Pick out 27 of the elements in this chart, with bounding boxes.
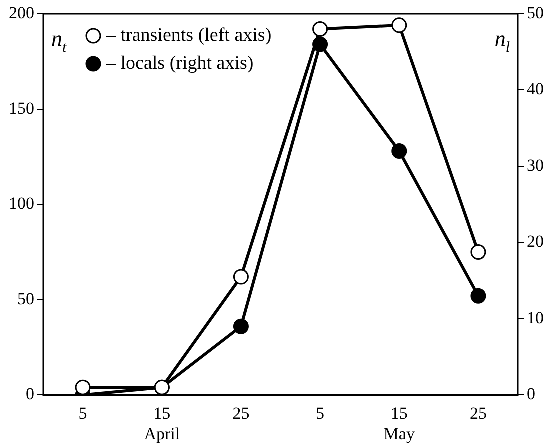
y2-tick-label: 40 bbox=[527, 80, 544, 99]
y-tick-label: 100 bbox=[9, 194, 34, 214]
y2-tick-label: 10 bbox=[527, 308, 544, 328]
point bbox=[312, 22, 328, 37]
point bbox=[470, 288, 486, 304]
x-tick-label: 5 bbox=[78, 404, 88, 423]
y-tick-label: 150 bbox=[9, 98, 34, 118]
point bbox=[233, 318, 249, 334]
point bbox=[75, 380, 91, 396]
legend-label: – locals (right axis) bbox=[106, 52, 254, 74]
y2-tick-label: 30 bbox=[527, 156, 544, 175]
y-tick-label: 50 bbox=[18, 289, 34, 308]
x-tick-label: 25 bbox=[470, 404, 487, 423]
y-tick-label: 0 bbox=[26, 384, 34, 404]
y2-tick-label: 0 bbox=[527, 384, 536, 404]
point bbox=[470, 244, 486, 260]
y-tick-label: 200 bbox=[9, 3, 34, 22]
y2-tick-label: 50 bbox=[527, 3, 544, 22]
y2-tick-label: 20 bbox=[527, 232, 544, 252]
x-tick-label: 25 bbox=[232, 404, 250, 423]
point bbox=[233, 269, 249, 285]
point bbox=[392, 18, 408, 34]
point bbox=[392, 143, 408, 159]
x-tick-label: 15 May bbox=[384, 404, 416, 444]
x-tick-label: 5 bbox=[316, 404, 325, 423]
x-tick-label: 15 April bbox=[144, 404, 180, 444]
legend-label: – transients (left axis) bbox=[106, 24, 272, 46]
